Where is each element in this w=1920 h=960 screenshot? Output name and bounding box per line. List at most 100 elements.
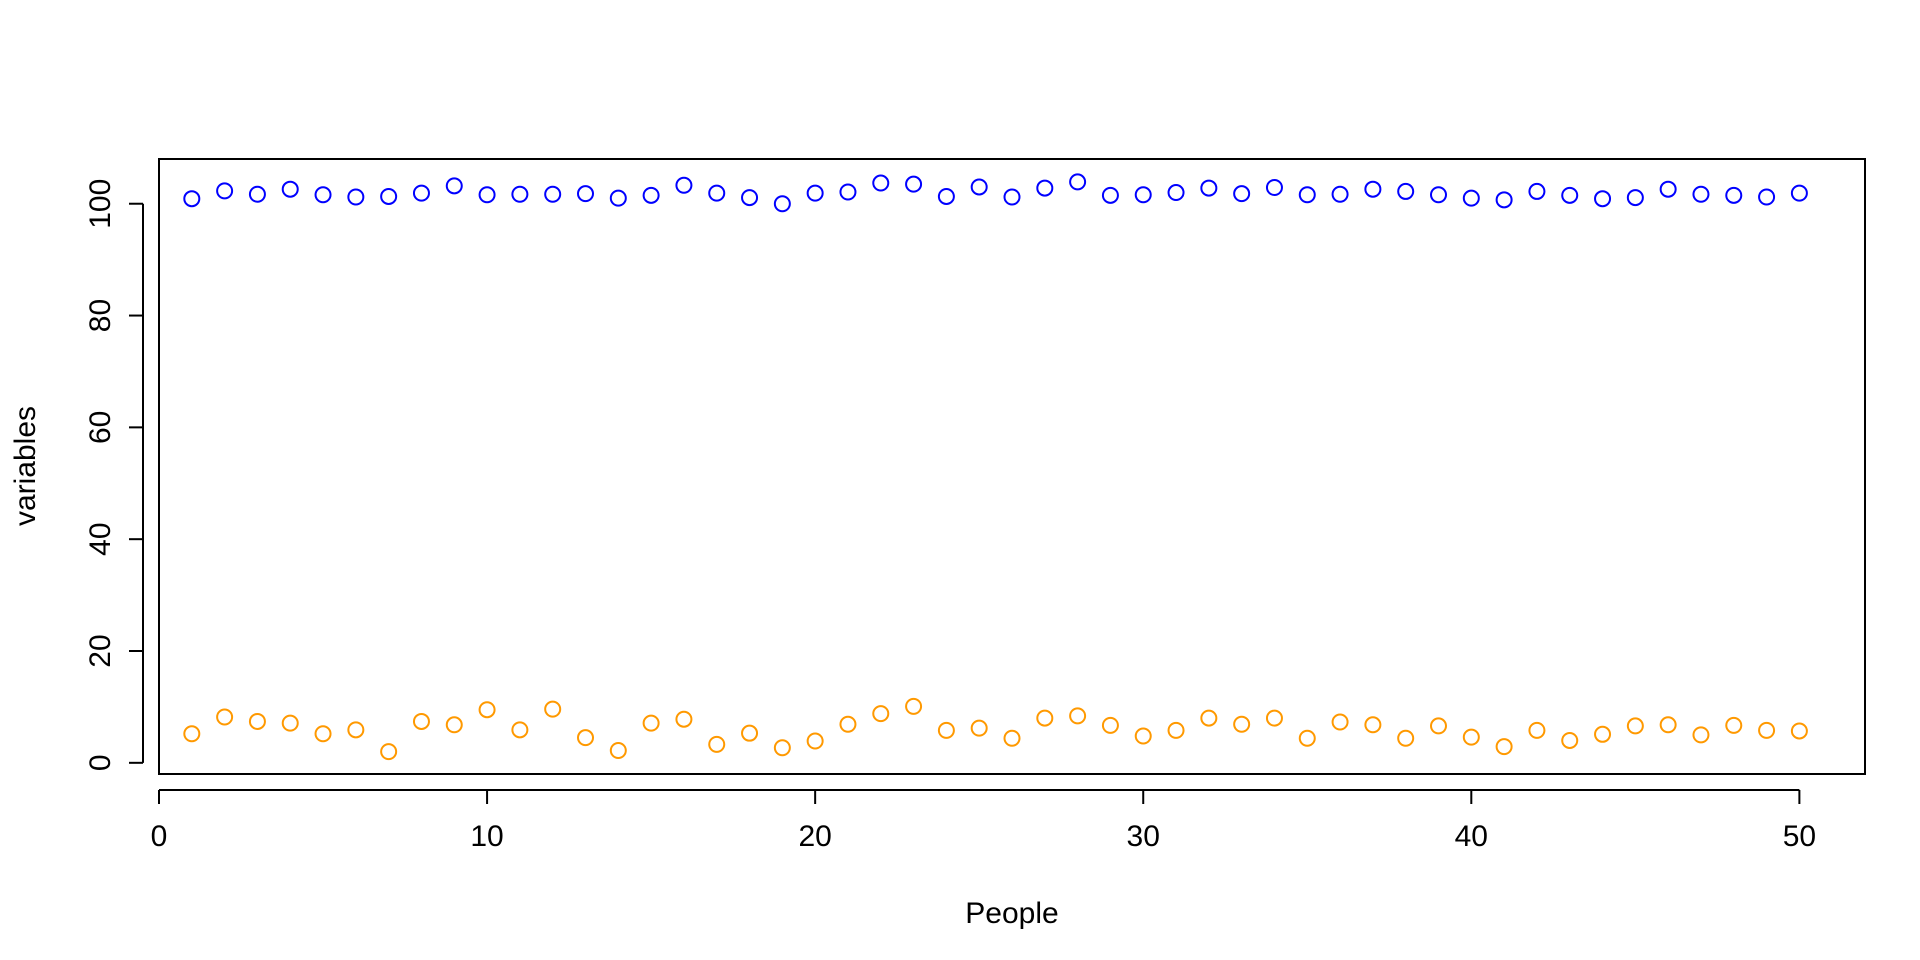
data-point: [675, 710, 693, 728]
data-point: [1298, 729, 1316, 747]
x-tick-label: 0: [151, 820, 168, 853]
data-point: [1134, 186, 1152, 204]
data-point: [1167, 721, 1185, 739]
data-point: [1561, 731, 1579, 749]
data-point: [708, 184, 726, 202]
data-point: [872, 174, 890, 192]
data-point: [248, 712, 266, 730]
y-tick-label: 40: [84, 522, 117, 555]
data-point: [970, 719, 988, 737]
data-point: [445, 716, 463, 734]
data-point: [1200, 709, 1218, 727]
y-tick-label: 100: [84, 179, 117, 229]
x-tick-label: 50: [1783, 820, 1816, 853]
x-tick-label: 20: [798, 820, 831, 853]
data-point: [1200, 179, 1218, 197]
data-point: [1167, 184, 1185, 202]
data-point: [708, 735, 726, 753]
data-point: [937, 187, 955, 205]
data-point: [1233, 715, 1251, 733]
data-point: [281, 714, 299, 732]
y-tick-label: 0: [84, 754, 117, 771]
data-point: [1430, 717, 1447, 735]
data-point: [347, 721, 365, 739]
data-point: [1561, 186, 1579, 204]
data-point: [1364, 716, 1382, 734]
data-point: [773, 739, 791, 757]
y-tick-label: 20: [84, 634, 117, 667]
data-point: [1397, 729, 1415, 747]
data-point: [544, 700, 562, 718]
y-tick-label: 60: [84, 411, 117, 444]
data-point: [1430, 186, 1447, 204]
data-point: [1659, 180, 1677, 198]
data-point: [511, 721, 529, 739]
data-point: [872, 705, 890, 723]
data-point: [806, 184, 824, 202]
data-point: [839, 183, 857, 201]
x-tick-label: 40: [1455, 820, 1488, 853]
data-point: [1003, 188, 1021, 206]
data-point: [544, 185, 562, 203]
data-point: [1036, 709, 1054, 727]
data-point: [1101, 186, 1119, 204]
x-tick-label: 30: [1127, 820, 1160, 853]
y-axis-title: variables: [9, 406, 42, 526]
data-point: [314, 725, 332, 743]
data-point: [1233, 185, 1251, 203]
data-point: [248, 185, 266, 203]
data-point: [609, 189, 627, 207]
data-point: [1659, 716, 1677, 734]
data-point: [1462, 189, 1480, 207]
data-point: [675, 176, 693, 194]
data-point: [1101, 716, 1119, 734]
data-point: [1331, 185, 1349, 203]
data-point: [347, 188, 365, 206]
plot-frame: [158, 158, 1866, 775]
data-point: [1331, 713, 1349, 731]
data-point: [1069, 173, 1087, 191]
data-point: [905, 697, 923, 715]
x-axis-title: People: [965, 897, 1058, 930]
data-point: [1069, 707, 1087, 725]
data-point: [1298, 186, 1316, 204]
data-point: [478, 186, 496, 204]
data-point: [1790, 184, 1808, 202]
data-point: [511, 185, 529, 203]
y-tick-label: 80: [84, 299, 117, 332]
data-point: [445, 177, 463, 195]
data-point: [741, 724, 759, 742]
data-point: [412, 712, 430, 730]
data-point: [1528, 721, 1546, 739]
data-point: [1725, 716, 1743, 734]
data-point: [1692, 726, 1710, 744]
data-point: [183, 725, 201, 743]
data-point: [1758, 188, 1776, 206]
x-axis: 0 10 20 30 40 50: [151, 789, 1816, 853]
data-point: [1594, 190, 1612, 208]
data-point: [937, 721, 955, 739]
data-point: [1265, 179, 1283, 197]
data-point: [1495, 738, 1513, 756]
data-point: [216, 708, 234, 726]
data-point: [1036, 179, 1054, 197]
data-point: [478, 701, 496, 719]
data-point: [380, 743, 398, 761]
data-point: [577, 185, 594, 203]
data-point: [839, 715, 857, 733]
data-point: [1134, 727, 1152, 745]
data-point: [1003, 729, 1021, 747]
data-point: [1528, 182, 1546, 200]
data-point: [1265, 709, 1283, 727]
data-point: [1790, 722, 1808, 740]
data-point: [1397, 182, 1415, 200]
data-point: [380, 187, 398, 205]
data-point: [806, 732, 824, 750]
data-point: [1594, 725, 1612, 743]
data-point: [577, 729, 594, 747]
data-point: [1626, 189, 1644, 207]
data-point: [773, 195, 791, 213]
x-tick-label: 10: [470, 820, 503, 853]
data-point: [609, 742, 627, 760]
